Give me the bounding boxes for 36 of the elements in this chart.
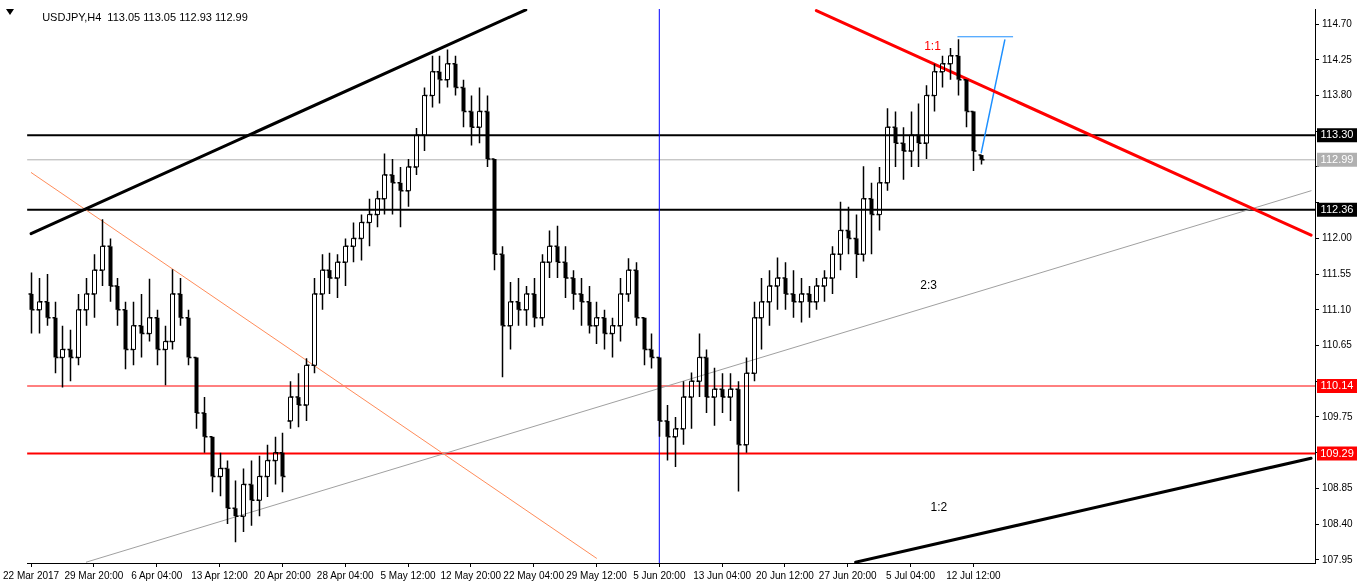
y-tick-label: 113.80 <box>1322 89 1353 101</box>
x-tick-label: 27 Jun 20:00 <box>818 569 878 581</box>
y-tick-label: 107.95 <box>1322 553 1354 565</box>
ref-line-label: 110.14 <box>1320 379 1354 392</box>
ref-line-label: 112.99 <box>1320 152 1354 165</box>
y-tick-label: 110.65 <box>1322 339 1353 351</box>
x-tick-label: 28 Apr 04:00 <box>316 569 374 581</box>
x-tick-label: 6 Apr 04:00 <box>131 569 183 581</box>
ref-line-label: 112.36 <box>1320 202 1354 215</box>
x-tick-label: 29 Mar 20:00 <box>64 569 124 581</box>
x-tick-label: 22 Mar 2017 <box>3 569 60 581</box>
x-tick-label: 20 Apr 20:00 <box>254 569 312 581</box>
y-tick-label: 111.10 <box>1322 303 1352 315</box>
x-tick-label: 5 Jul 04:00 <box>886 569 936 581</box>
x-tick-label: 12 May 20:00 <box>440 569 502 581</box>
y-tick-label: 108.85 <box>1322 482 1354 494</box>
y-tick-label: 109.75 <box>1322 410 1354 422</box>
y-tick-label: 111.55 <box>1322 267 1352 279</box>
annotation: 1:2 <box>930 499 948 514</box>
x-tick-label: 12 Jul 12:00 <box>946 569 1002 581</box>
y-tick-label: 114.70 <box>1322 17 1353 29</box>
ref-line-label: 113.30 <box>1320 128 1354 141</box>
x-tick-label: 20 Jun 12:00 <box>756 569 815 581</box>
ref-line-label: 109.29 <box>1320 446 1354 459</box>
x-tick-label: 5 May 12:00 <box>380 569 436 581</box>
y-tick-label: 114.25 <box>1322 53 1353 65</box>
annotation: 2:3 <box>920 278 938 293</box>
chart-title: USDJPY,H4 113.05 113.05 112.93 112.99 <box>42 11 248 24</box>
y-tick-label: 108.40 <box>1322 517 1354 529</box>
x-tick-label: 13 Apr 12:00 <box>191 569 249 581</box>
annotation: 1:1 <box>924 38 942 53</box>
x-tick-label: 22 May 04:00 <box>503 569 565 581</box>
x-tick-label: 5 Jun 20:00 <box>633 569 686 581</box>
x-tick-label: 13 Jun 04:00 <box>693 569 752 581</box>
y-tick-label: 112.00 <box>1322 232 1353 244</box>
x-tick-label: 29 May 12:00 <box>566 569 628 581</box>
